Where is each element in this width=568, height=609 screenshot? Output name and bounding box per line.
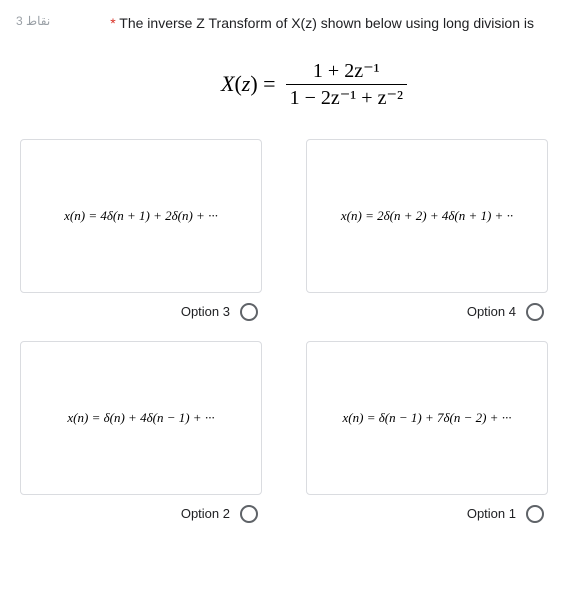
option-card: x(n) = 2δ(n + 2) + 4δ(n + 1) + ··	[306, 139, 548, 293]
option-label-row: Option 2	[20, 505, 262, 523]
expression: x(n) = 4δ(n + 1) + 2δ(n) + ···	[64, 208, 218, 224]
option-label: Option 4	[467, 304, 516, 319]
question-text: * The inverse Z Transform of X(z) shown …	[110, 14, 534, 34]
option-card: x(n) = δ(n) + 4δ(n − 1) + ···	[20, 341, 262, 495]
option-2[interactable]: x(n) = δ(n) + 4δ(n − 1) + ··· Option 2	[20, 341, 262, 523]
option-card: x(n) = 4δ(n + 1) + 2δ(n) + ···	[20, 139, 262, 293]
formula-fraction: 1 + 2z⁻¹ 1 − 2z⁻¹ + z⁻²	[286, 58, 407, 111]
option-4[interactable]: x(n) = 2δ(n + 2) + 4δ(n + 1) + ·· Option…	[306, 139, 548, 321]
option-label-row: Option 1	[306, 505, 548, 523]
question-body: The inverse Z Transform of X(z) shown be…	[116, 15, 534, 31]
question-header: نقاط 3 * The inverse Z Transform of X(z)…	[16, 14, 552, 34]
option-label: Option 1	[467, 506, 516, 521]
option-label-row: Option 3	[20, 303, 262, 321]
formula-block: X(z) = 1 + 2z⁻¹ 1 − 2z⁻¹ + z⁻²	[16, 58, 552, 111]
option-card: x(n) = δ(n − 1) + 7δ(n − 2) + ···	[306, 341, 548, 495]
radio-icon[interactable]	[526, 505, 544, 523]
formula-numerator: 1 + 2z⁻¹	[309, 58, 384, 84]
formula: X(z) = 1 + 2z⁻¹ 1 − 2z⁻¹ + z⁻²	[221, 58, 407, 111]
options-grid: x(n) = 4δ(n + 1) + 2δ(n) + ··· Option 3 …	[16, 139, 552, 523]
expression: x(n) = 2δ(n + 2) + 4δ(n + 1) + ··	[341, 208, 513, 224]
points-label: نقاط 3	[16, 14, 50, 28]
formula-denominator: 1 − 2z⁻¹ + z⁻²	[286, 84, 407, 111]
radio-icon[interactable]	[240, 505, 258, 523]
radio-icon[interactable]	[240, 303, 258, 321]
radio-icon[interactable]	[526, 303, 544, 321]
formula-lhs: X(z) =	[221, 71, 276, 97]
option-label: Option 3	[181, 304, 230, 319]
expression: x(n) = δ(n − 1) + 7δ(n − 2) + ···	[343, 410, 512, 426]
option-label: Option 2	[181, 506, 230, 521]
option-1[interactable]: x(n) = δ(n − 1) + 7δ(n − 2) + ··· Option…	[306, 341, 548, 523]
expression: x(n) = δ(n) + 4δ(n − 1) + ···	[67, 410, 214, 426]
option-3[interactable]: x(n) = 4δ(n + 1) + 2δ(n) + ··· Option 3	[20, 139, 262, 321]
option-label-row: Option 4	[306, 303, 548, 321]
